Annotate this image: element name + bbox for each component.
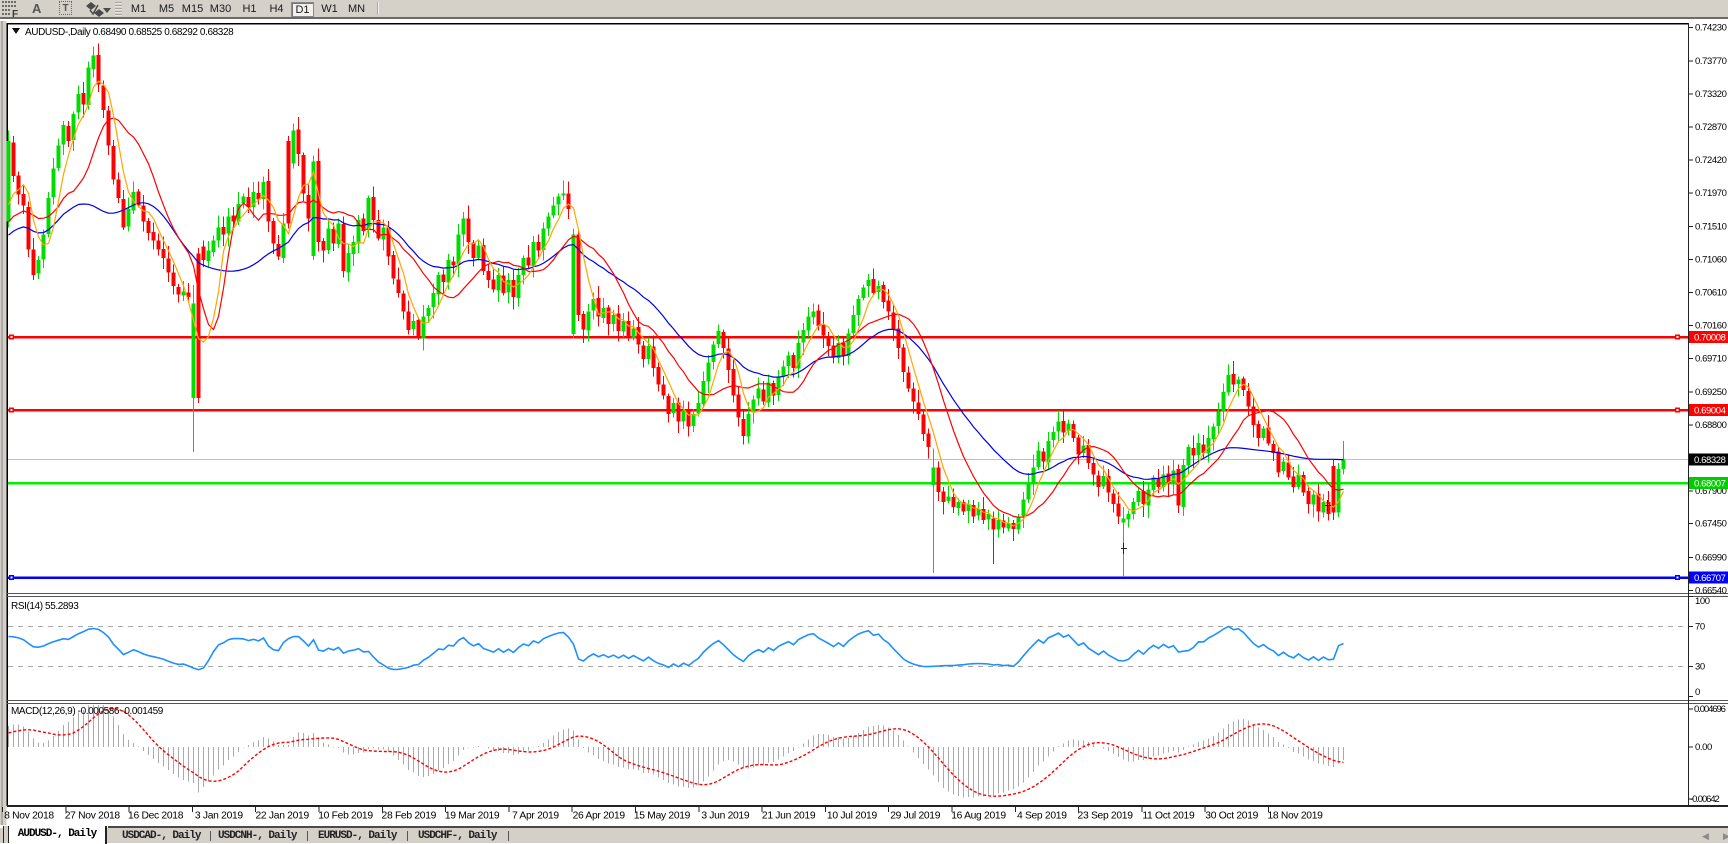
svg-text:0.004696: 0.004696 <box>1694 704 1726 715</box>
svg-text:70: 70 <box>1695 622 1705 633</box>
svg-text:10 Feb 2019: 10 Feb 2019 <box>318 811 373 822</box>
svg-text:15 May 2019: 15 May 2019 <box>634 811 691 822</box>
svg-text:0: 0 <box>1695 687 1700 698</box>
svg-text:0.69004: 0.69004 <box>1694 406 1726 417</box>
svg-text:19 Mar 2019: 19 Mar 2019 <box>445 811 500 822</box>
svg-text:100: 100 <box>1695 596 1710 607</box>
svg-text:0.68007: 0.68007 <box>1694 479 1726 490</box>
svg-text:0.74230: 0.74230 <box>1695 22 1727 33</box>
svg-text:0.70610: 0.70610 <box>1695 287 1727 298</box>
svg-text:AUDUSD-,Daily 0.68490 0.68525: AUDUSD-,Daily 0.68490 0.68525 0.68292 0.… <box>25 27 234 38</box>
svg-text:0.72870: 0.72870 <box>1695 122 1727 133</box>
svg-text:16 Aug 2019: 16 Aug 2019 <box>951 811 1006 822</box>
svg-text:0.67450: 0.67450 <box>1695 519 1727 530</box>
svg-text:0.68328: 0.68328 <box>1694 455 1726 466</box>
svg-text:0.72420: 0.72420 <box>1695 155 1727 166</box>
svg-text:30 Oct 2019: 30 Oct 2019 <box>1205 811 1258 822</box>
svg-text:22 Jan 2019: 22 Jan 2019 <box>256 811 310 822</box>
svg-text:MACD(12,26,9) -0.000586 -0.001: MACD(12,26,9) -0.000586 -0.001459 <box>11 706 164 717</box>
svg-text:10 Jul 2019: 10 Jul 2019 <box>827 811 878 822</box>
svg-text:0.67900: 0.67900 <box>1695 486 1727 497</box>
svg-text:0.73770: 0.73770 <box>1695 56 1727 67</box>
svg-text:0.66990: 0.66990 <box>1695 552 1727 563</box>
svg-text:RSI(14) 55.2893: RSI(14) 55.2893 <box>11 601 79 612</box>
svg-text:29 Jul 2019: 29 Jul 2019 <box>890 811 941 822</box>
svg-text:0.68800: 0.68800 <box>1695 420 1727 431</box>
svg-text:11 Oct 2019: 11 Oct 2019 <box>1142 811 1195 822</box>
svg-text:0.66707: 0.66707 <box>1694 573 1726 584</box>
svg-text:0.70160: 0.70160 <box>1695 320 1727 331</box>
svg-text:3 Jan 2019: 3 Jan 2019 <box>195 811 244 822</box>
svg-text:0.71060: 0.71060 <box>1695 255 1727 266</box>
svg-text:3 Jun 2019: 3 Jun 2019 <box>701 811 750 822</box>
svg-text:27 Nov 2018: 27 Nov 2018 <box>65 811 121 822</box>
svg-text:0.69250: 0.69250 <box>1695 387 1727 398</box>
svg-text:F: F <box>12 9 18 18</box>
svg-text:0.69710: 0.69710 <box>1695 353 1727 364</box>
svg-text:26 Apr 2019: 26 Apr 2019 <box>573 811 626 822</box>
svg-text:28 Feb 2019: 28 Feb 2019 <box>382 811 437 822</box>
svg-text:0.00: 0.00 <box>1695 742 1712 753</box>
svg-text:18 Nov 2019: 18 Nov 2019 <box>1267 811 1323 822</box>
svg-text:0.70008: 0.70008 <box>1694 333 1726 344</box>
svg-text:7 Apr 2019: 7 Apr 2019 <box>512 811 559 822</box>
svg-text:30: 30 <box>1695 662 1705 673</box>
svg-text:21 Jun 2019: 21 Jun 2019 <box>762 811 816 822</box>
svg-text:0.66540: 0.66540 <box>1695 585 1727 596</box>
svg-text:8 Nov 2018: 8 Nov 2018 <box>4 811 54 822</box>
svg-text:0.71510: 0.71510 <box>1695 222 1727 233</box>
svg-text:16 Dec 2018: 16 Dec 2018 <box>128 811 184 822</box>
svg-text:23 Sep 2019: 23 Sep 2019 <box>1078 811 1134 822</box>
svg-text:0.71970: 0.71970 <box>1695 188 1727 199</box>
svg-text:4 Sep 2019: 4 Sep 2019 <box>1017 811 1067 822</box>
svg-text:-0.00642: -0.00642 <box>1690 794 1720 805</box>
svg-text:0.73320: 0.73320 <box>1695 89 1727 100</box>
